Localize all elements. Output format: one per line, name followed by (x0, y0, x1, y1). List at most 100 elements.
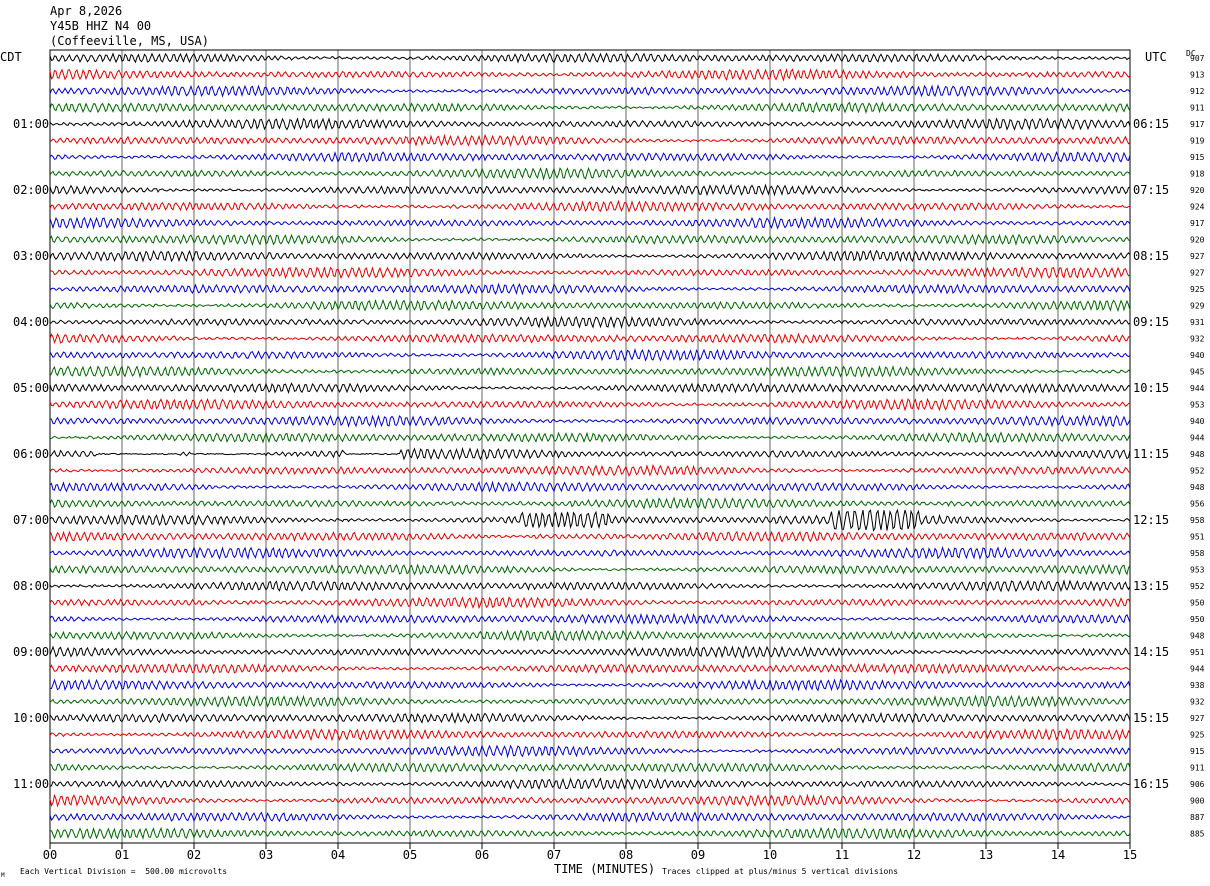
dc-offset-value: 948 (1190, 632, 1205, 641)
dc-offset-value: 953 (1190, 566, 1205, 575)
dc-offset-value: 948 (1190, 450, 1205, 459)
seismic-trace (49, 315, 1131, 330)
left-hour-label: 09:00 (13, 645, 49, 659)
date-label: Apr 8,2026 (50, 4, 123, 18)
seismic-trace (49, 678, 1131, 692)
x-tick-label: 03 (259, 848, 273, 862)
seismic-trace (49, 662, 1131, 675)
dc-offset-value: 917 (1190, 120, 1205, 129)
dc-offset-value: 956 (1190, 500, 1205, 509)
x-tick-label: 13 (979, 848, 993, 862)
dc-offset-value: 885 (1190, 830, 1205, 839)
dc-offset-value: 944 (1190, 434, 1205, 443)
dc-offset-value: 940 (1190, 417, 1205, 426)
x-tick-label: 07 (547, 848, 561, 862)
seismic-trace (49, 826, 1131, 840)
dc-offset-value: 945 (1190, 368, 1205, 377)
dc-offset-value: 911 (1190, 764, 1205, 773)
seismic-trace (49, 233, 1131, 247)
seismic-trace (49, 199, 1131, 213)
dc-offset-value: 958 (1190, 549, 1205, 558)
left-hour-label: 03:00 (13, 249, 49, 263)
seismic-trace (49, 777, 1131, 791)
seismic-trace (49, 612, 1131, 626)
dc-offset-value: 900 (1190, 797, 1205, 806)
seismic-trace (49, 628, 1131, 642)
right-hour-label: 10:15 (1133, 381, 1169, 395)
dc-offset-value: 924 (1190, 203, 1205, 212)
dc-offset-value: 920 (1190, 236, 1205, 245)
seismic-trace (49, 545, 1131, 560)
dc-offset-value: 925 (1190, 731, 1205, 740)
seismic-trace (49, 431, 1131, 444)
right-hour-label: 14:15 (1133, 645, 1169, 659)
clip-note: Traces clipped at plus/minus 5 vertical … (662, 867, 899, 876)
seismic-trace (49, 762, 1131, 774)
seismic-trace (49, 133, 1131, 147)
x-tick-label: 09 (691, 848, 705, 862)
seismic-trace (49, 645, 1131, 659)
x-tick-label: 10 (763, 848, 777, 862)
dc-offset-value: 948 (1190, 483, 1205, 492)
dc-offset-value: 927 (1190, 714, 1205, 723)
dc-offset-value: 950 (1190, 615, 1205, 624)
dc-offset-value: 944 (1190, 665, 1205, 674)
dc-offset-value: 887 (1190, 813, 1205, 822)
x-tick-label: 11 (835, 848, 849, 862)
seismic-trace (49, 382, 1131, 395)
dc-offset-value: 940 (1190, 351, 1205, 360)
x-tick-label: 04 (331, 848, 345, 862)
seismic-trace (49, 563, 1131, 576)
dc-offset-value: 913 (1190, 71, 1205, 80)
seismic-trace (49, 496, 1131, 510)
left-hour-label: 07:00 (13, 513, 49, 527)
seismic-trace (49, 397, 1131, 412)
seismic-trace (49, 183, 1131, 197)
dc-offset-value: 911 (1190, 104, 1205, 113)
seismic-trace (49, 150, 1131, 163)
seismic-trace (49, 711, 1131, 724)
dc-offset-value: 919 (1190, 137, 1205, 146)
dc-offset-value: 920 (1190, 186, 1205, 195)
x-tick-label: 02 (187, 848, 201, 862)
seismic-trace (49, 68, 1131, 82)
seismic-trace (49, 508, 1131, 532)
seismic-trace (49, 117, 1131, 131)
seismic-trace (49, 249, 1131, 263)
seismic-trace (49, 266, 1131, 280)
seismic-trace (49, 810, 1131, 824)
dc-offset-value: 938 (1190, 681, 1205, 690)
dc-offset-value: 951 (1190, 533, 1205, 542)
left-hour-label: 06:00 (13, 447, 49, 461)
right-hour-label: 11:15 (1133, 447, 1169, 461)
right-hour-label: 13:15 (1133, 579, 1169, 593)
dc-offset-value: 929 (1190, 302, 1205, 311)
left-timezone-label: CDT (0, 50, 22, 64)
seismic-trace (49, 166, 1131, 181)
dc-offset-value: 932 (1190, 335, 1205, 344)
seismic-trace (49, 414, 1131, 429)
dc-offset-value: 950 (1190, 599, 1205, 608)
seismic-trace (49, 530, 1131, 543)
dc-offset-value: 907 (1190, 54, 1205, 63)
dc-offset-value: 912 (1190, 87, 1205, 96)
x-tick-label: 15 (1123, 848, 1137, 862)
seismic-trace (49, 579, 1131, 593)
left-hour-label: 02:00 (13, 183, 49, 197)
dc-offset-value: 931 (1190, 318, 1205, 327)
seismic-trace (49, 332, 1131, 345)
x-tick-label: 08 (619, 848, 633, 862)
dc-offset-value: 915 (1190, 747, 1205, 756)
seismic-trace (49, 364, 1131, 379)
x-tick-label: 00 (43, 848, 57, 862)
dc-offset-value: 944 (1190, 384, 1205, 393)
right-hour-label: 08:15 (1133, 249, 1169, 263)
right-hour-label: 09:15 (1133, 315, 1169, 329)
right-hour-label: 12:15 (1133, 513, 1169, 527)
right-hour-label: 15:15 (1133, 711, 1169, 725)
dc-offset-value: 918 (1190, 170, 1205, 179)
right-hour-label: 16:15 (1133, 777, 1169, 791)
scale-note: Each Vertical Division = 500.00 microvol… (20, 867, 228, 876)
seismic-trace (49, 347, 1131, 362)
